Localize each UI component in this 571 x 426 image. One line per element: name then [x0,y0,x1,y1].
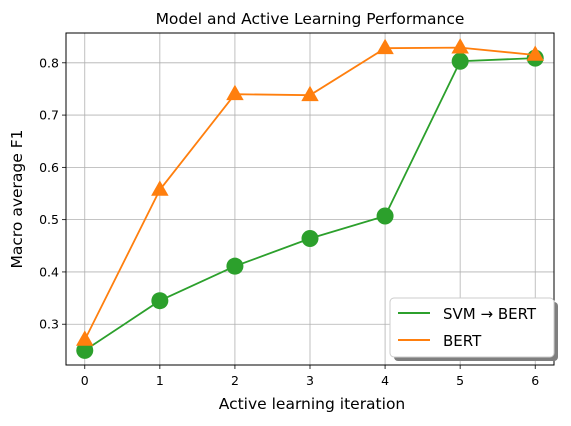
plot-area [76,38,544,359]
legend-label-bert: BERT [443,332,482,350]
x-tick-label: 5 [456,373,464,388]
y-tick-label: 0.7 [39,108,59,123]
y-tick-label: 0.6 [39,160,59,175]
data-point-triangle [301,85,319,102]
legend-label-svm-bert: SVM → BERT [443,305,537,323]
x-tick-label: 2 [231,373,239,388]
data-point-circle [451,52,469,70]
data-point-circle [301,229,319,247]
y-tick-label: 0.8 [39,55,59,70]
data-point-triangle [76,330,94,346]
y-tick-label: 0.4 [39,264,59,279]
axis-ticks: 0 1 2 3 4 5 6 0.3 0.4 0.5 0.6 0.7 0.8 [39,55,539,388]
y-tick-label: 0.5 [39,212,59,227]
data-point-circle [151,292,169,310]
y-tick-label: 0.3 [39,317,59,332]
data-point-triangle [151,180,169,196]
legend-box [389,297,555,358]
data-point-triangle [376,38,394,55]
grid [66,33,554,365]
x-tick-label: 3 [306,373,314,388]
data-point-triangle [451,38,469,54]
legend: SVM → BERT BERT [389,297,558,361]
x-tick-label: 0 [81,373,89,388]
x-tick-label: 6 [531,373,539,388]
data-point-triangle [226,84,244,101]
x-tick-label: 4 [381,373,389,388]
data-point-circle [376,207,394,225]
data-point-circle [226,257,244,275]
y-axis-label: Macro average F1 [8,130,26,269]
x-tick-label: 1 [156,373,164,388]
data-point-circle [76,341,94,359]
x-axis-label: Active learning iteration [219,395,406,413]
data-point-triangle [526,45,544,61]
chart-title: Model and Active Learning Performance [156,10,465,28]
